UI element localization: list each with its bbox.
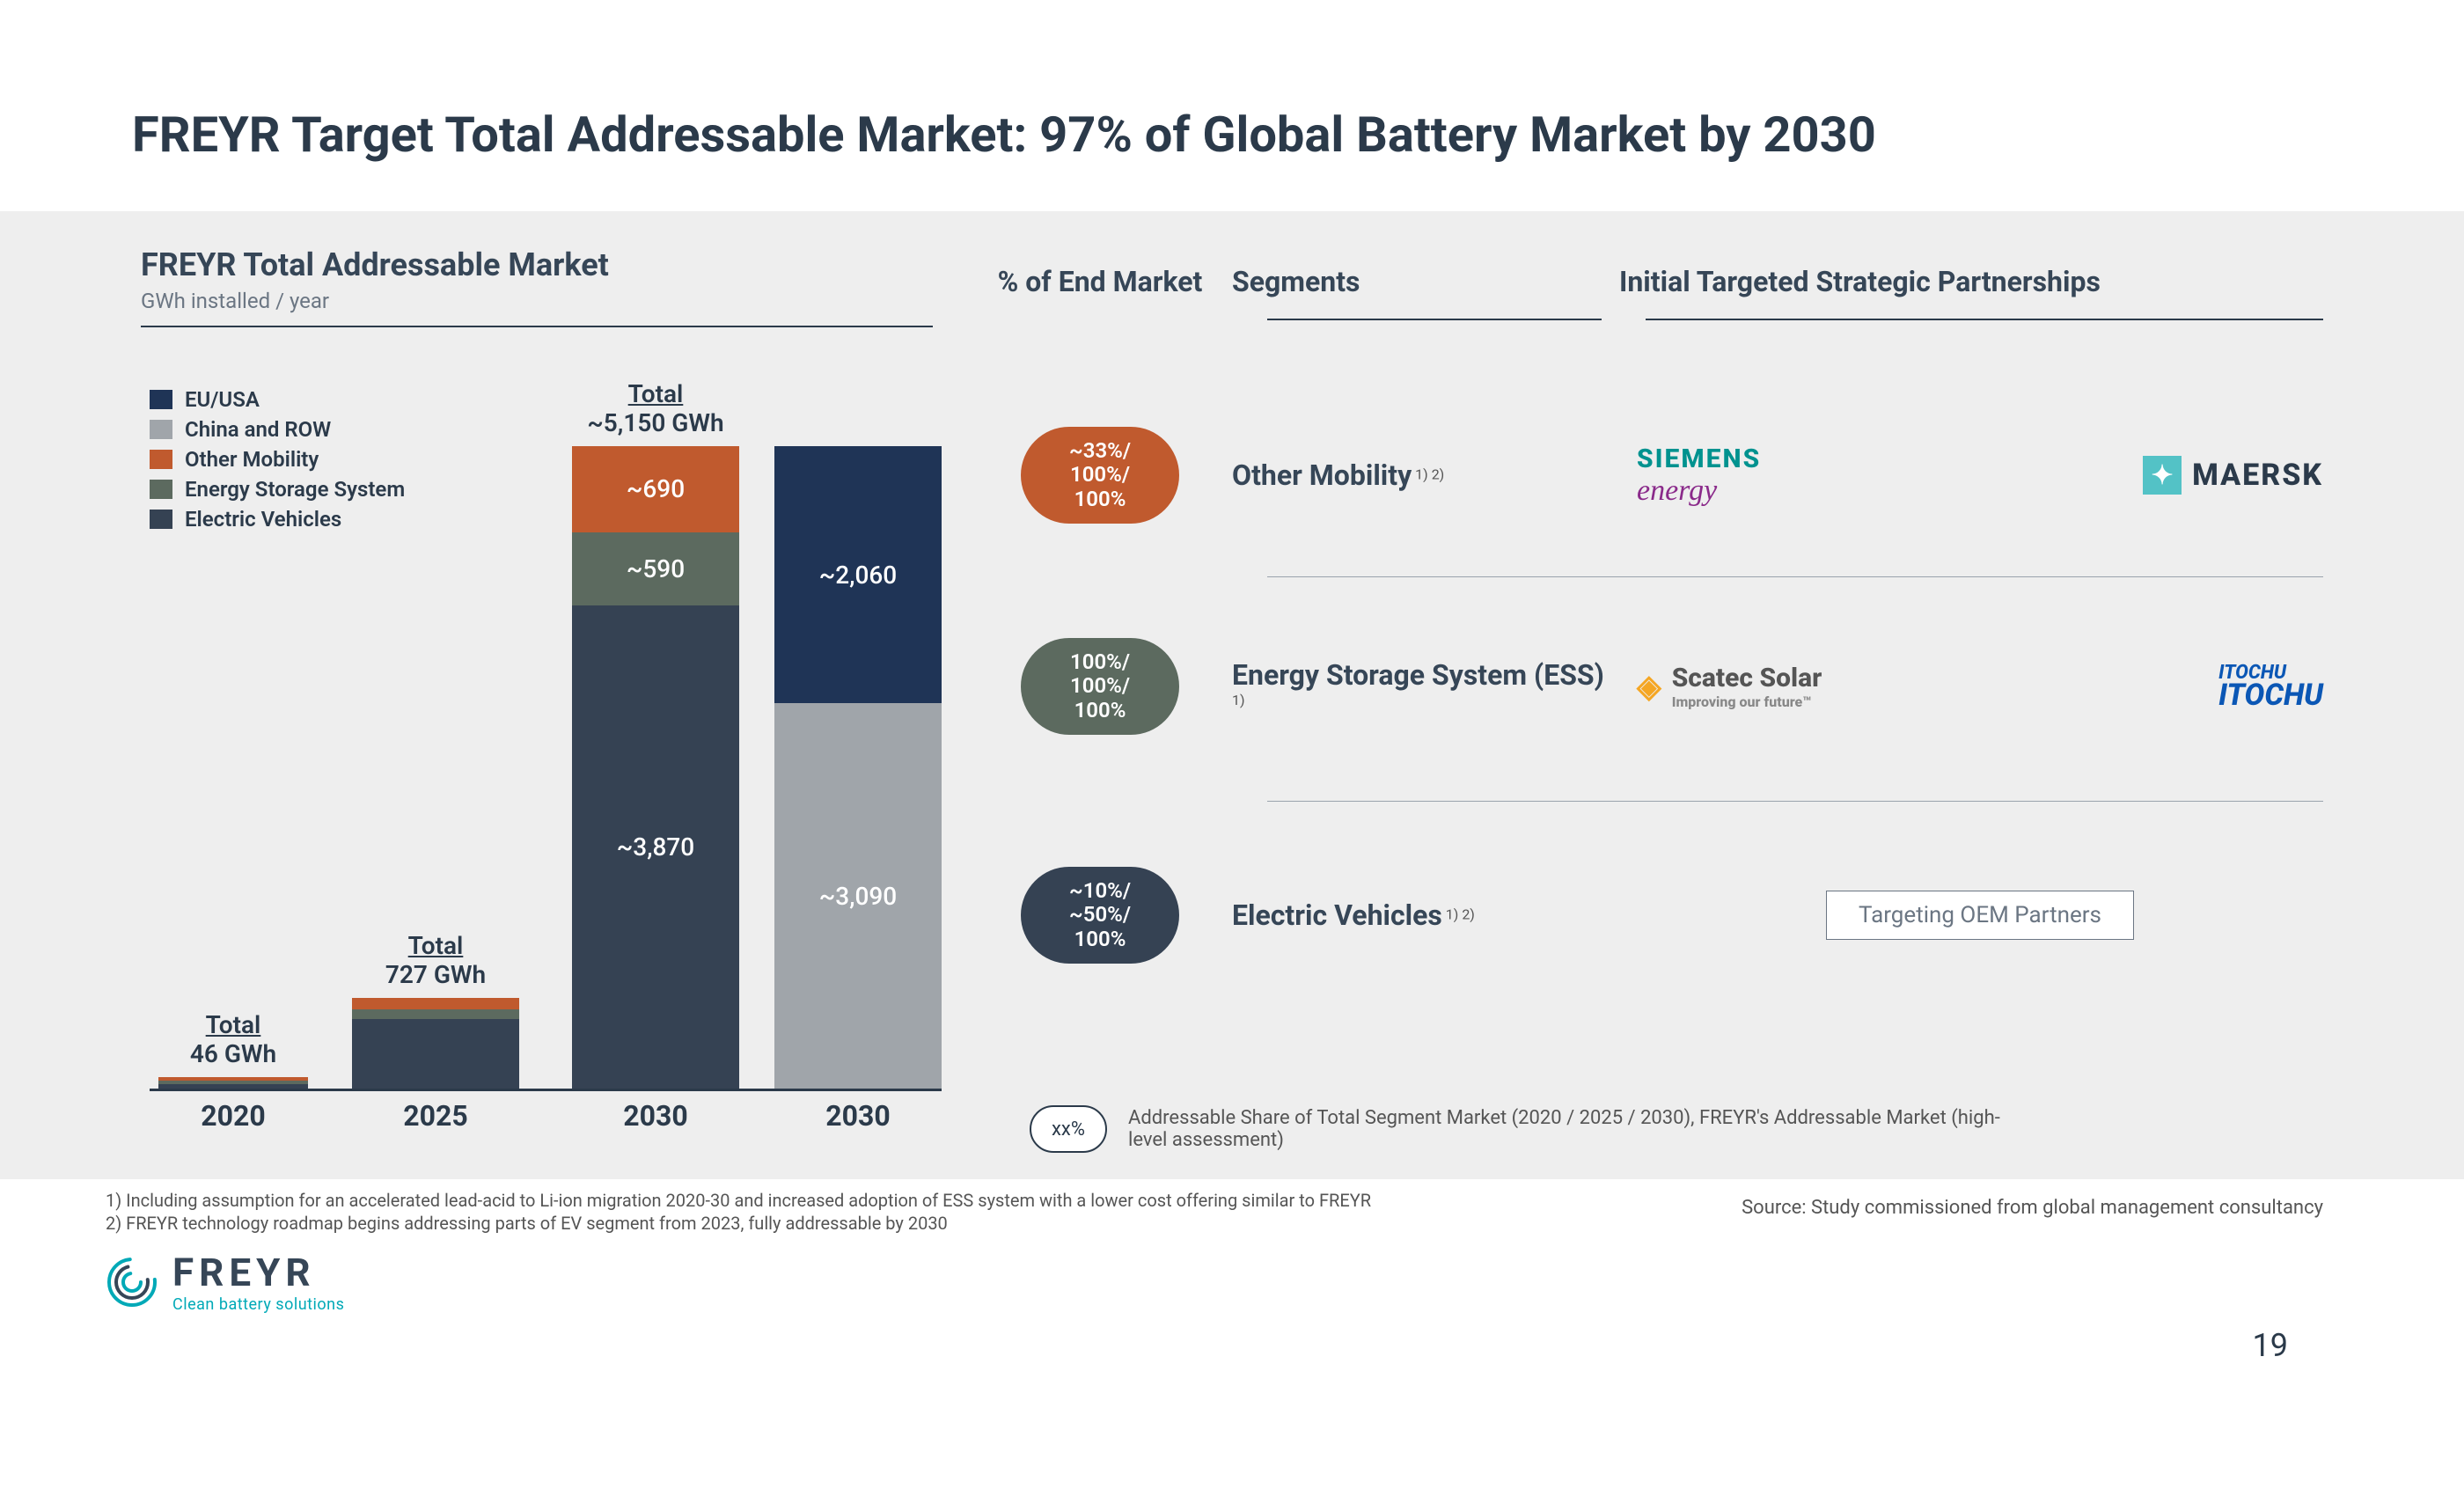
bar-year-label: 2030 xyxy=(623,1099,687,1133)
header-segments: Segments xyxy=(1232,265,1619,298)
legend-item: EU/USA xyxy=(150,387,405,412)
bar-total-label: Total727 GWh xyxy=(385,931,486,998)
bar-segment: ~590 xyxy=(572,532,739,606)
column-headers: % of End Market Segments Initial Targete… xyxy=(968,246,2323,317)
slide-title: FREYR Target Total Addressable Market: 9… xyxy=(132,106,1876,164)
legend-swatch xyxy=(150,390,172,409)
pct-oval: ~10%/~50%/100% xyxy=(1021,867,1179,964)
segment-name: Electric Vehicles xyxy=(1232,898,1442,932)
legend-swatch xyxy=(150,420,172,439)
bar-segment: ~3,870 xyxy=(572,605,739,1089)
swirl-icon xyxy=(106,1256,158,1309)
bar-segment: ~690 xyxy=(572,446,739,532)
bar-2020: Total46 GWh2020 xyxy=(158,1077,308,1089)
footnote-2: 2) FREYR technology roadmap begins addre… xyxy=(106,1213,1371,1234)
partner-siemens: SIEMENSenergy xyxy=(1637,444,1761,508)
brand-logo: FREYR Clean battery solutions xyxy=(106,1250,344,1314)
source-text: Source: Study commissioned from global m… xyxy=(1742,1197,2323,1219)
bar-chart: Total46 GWh2020 Total727 GWh2025 ~3,870~59… xyxy=(150,449,942,1091)
bar-total-label: Total~5,150 GWh xyxy=(587,379,723,446)
bar-segment xyxy=(352,998,519,1009)
footnote-1: 1) Including assumption for an accelerat… xyxy=(106,1190,1371,1211)
oval-key: xx% Addressable Share of Total Segment M… xyxy=(1030,1105,2323,1153)
bar-total-label: Total46 GWh xyxy=(190,1010,276,1077)
segment-row: 100%/100%/100% Energy Storage System (ESS… xyxy=(968,590,2323,783)
bar-segment: ~2,060 xyxy=(774,446,942,703)
chart-panel: FREYR Total Addressable Market GWh insta… xyxy=(0,211,2464,1179)
page-number: 19 xyxy=(2253,1327,2288,1364)
pct-oval: ~33%/100%/100% xyxy=(1021,427,1179,524)
bar-segment xyxy=(158,1084,308,1089)
brand-name: FREYR xyxy=(172,1250,344,1295)
partner-scatec: ◈Scatec SolarImproving our future™ xyxy=(1637,663,1822,710)
segment-name: Energy Storage System (ESS) xyxy=(1232,658,1604,692)
bar-year-label: 2030 xyxy=(825,1099,890,1133)
header-partnerships: Initial Targeted Strategic Partnerships xyxy=(1619,265,2323,298)
brand-tagline: Clean battery solutions xyxy=(172,1295,344,1314)
bar-year-label: 2020 xyxy=(201,1099,265,1133)
segment-row: ~10%/~50%/100% Electric Vehicles 1) 2) Tar… xyxy=(968,818,2323,1012)
chart-divider xyxy=(141,326,933,327)
header-pct: % of End Market xyxy=(968,265,1232,298)
bar-2030: ~3,870~590~690Total~5,150 GWh2030 xyxy=(572,446,739,1089)
segment-note: 1) 2) xyxy=(1415,466,1444,483)
segment-note: 1) 2) xyxy=(1446,906,1475,923)
segment-note: 1) xyxy=(1232,692,1245,708)
segment-divider-1 xyxy=(1267,576,2323,577)
oem-partners-box: Targeting OEM Partners xyxy=(1826,891,2134,940)
legend-label: China and ROW xyxy=(185,417,331,442)
partner-maersk: MAERSK xyxy=(2143,456,2323,495)
segment-name: Other Mobility xyxy=(1232,458,1412,492)
maersk-star-icon xyxy=(2143,456,2182,495)
key-oval-icon: xx% xyxy=(1030,1105,1107,1153)
legend-label: EU/USA xyxy=(185,387,260,412)
bar-year-label: 2025 xyxy=(403,1099,467,1133)
bar-2030: ~3,090~2,0602030 xyxy=(774,446,942,1089)
bar-segment xyxy=(352,1009,519,1020)
segment-row: ~33%/100%/100% Other Mobility 1) 2) SIEMEN… xyxy=(968,378,2323,572)
pct-oval: 100%/100%/100% xyxy=(1021,638,1179,735)
bar-segment: ~3,090 xyxy=(774,703,942,1089)
footnotes: 1) Including assumption for an accelerat… xyxy=(106,1190,1371,1236)
header-divider-seg xyxy=(1267,319,1602,320)
partner-itochu: ITOCHUITOCHU xyxy=(2218,664,2323,708)
cube-icon: ◈ xyxy=(1637,668,1661,705)
key-text: Addressable Share of Total Segment Marke… xyxy=(1128,1107,2008,1151)
legend-item: China and ROW xyxy=(150,417,405,442)
bar-2025: Total727 GWh2025 xyxy=(352,998,519,1089)
bar-segment xyxy=(352,1019,519,1089)
segment-divider-2 xyxy=(1267,801,2323,802)
header-divider-part xyxy=(1646,319,2323,320)
